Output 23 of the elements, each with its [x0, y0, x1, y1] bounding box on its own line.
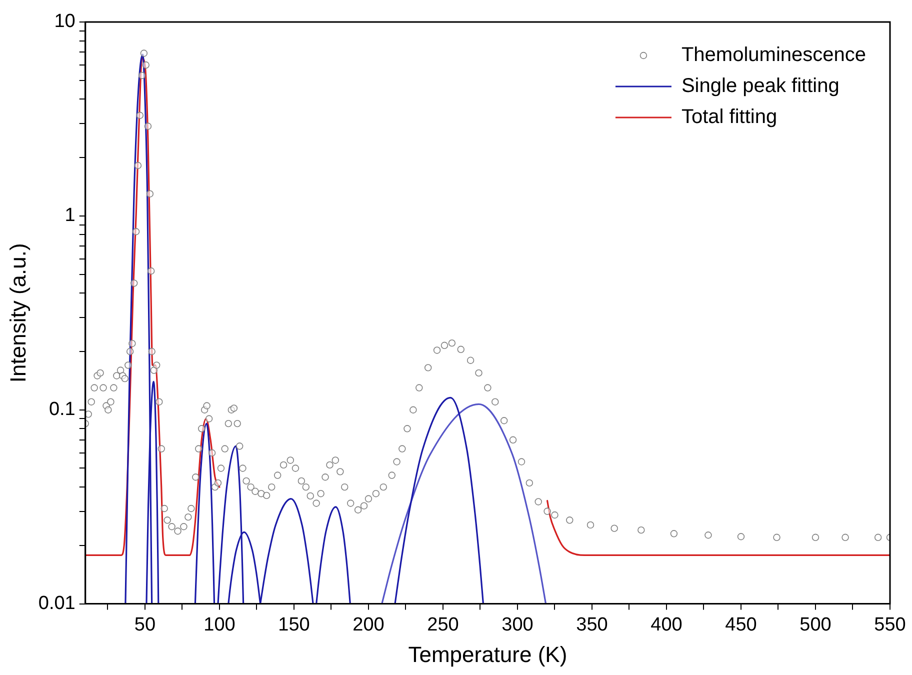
- x-tick-label: 500: [800, 614, 832, 636]
- y-tick-label: 0.1: [48, 399, 76, 420]
- x-tick-label: 450: [725, 614, 757, 636]
- legend-label: Themoluminescence: [681, 44, 866, 66]
- x-tick-label: 50: [134, 614, 156, 636]
- line-series: [194, 422, 216, 604]
- x-tick-label: 100: [204, 614, 236, 636]
- x-tick-label: 150: [278, 614, 310, 636]
- y-tick-label: 10: [54, 11, 76, 32]
- y-tick-label: 1: [64, 205, 76, 226]
- x-tick-label: 250: [427, 614, 459, 636]
- line-series: [381, 403, 547, 604]
- x-tick-label: 200: [352, 614, 384, 636]
- x-tick-label: 550: [874, 614, 906, 636]
- line-series: [394, 396, 484, 604]
- x-axis-title: Temperature (K): [408, 642, 568, 667]
- y-tick-label: 0.01: [38, 593, 76, 614]
- y-axis-title: Intensity (a.u.): [5, 243, 30, 383]
- x-tick-label: 400: [650, 614, 682, 636]
- legend-label: Total fitting: [681, 106, 778, 128]
- x-tick-label: 350: [576, 614, 608, 636]
- x-tick-label: 300: [502, 614, 534, 636]
- legend-label: Single peak fitting: [681, 75, 840, 98]
